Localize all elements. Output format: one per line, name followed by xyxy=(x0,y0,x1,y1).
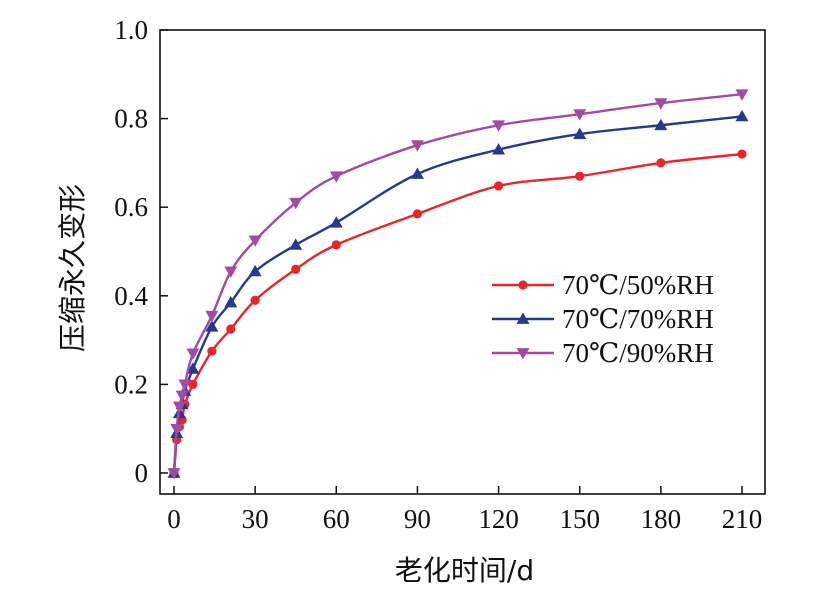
data-point xyxy=(167,468,181,480)
axis-ticks: 0 30 60 90 120 150 180 210 0 0.2 0.4 0.6 0.8 1.0 xyxy=(114,15,762,534)
legend-marker xyxy=(518,280,528,290)
series-layer xyxy=(167,89,749,480)
y-tick-label: 0.2 xyxy=(114,369,148,399)
data-point xyxy=(248,264,262,277)
data-point xyxy=(289,238,303,250)
data-point xyxy=(573,109,587,121)
legend-label: 70℃/50%RH xyxy=(562,270,714,300)
data-point xyxy=(175,390,189,402)
data-point xyxy=(492,143,506,155)
legend: 70℃/50%RH 70℃/70%RH 70℃/90%RH xyxy=(492,270,714,368)
x-tick-label: 210 xyxy=(722,504,763,534)
legend-item: 70℃/90%RH xyxy=(492,338,714,368)
y-axis-title: 压缩永久变形 xyxy=(56,184,89,352)
x-tick-label: 30 xyxy=(242,504,269,534)
data-point xyxy=(205,320,219,332)
data-point xyxy=(188,379,198,389)
legend-item: 70℃/70%RH xyxy=(492,304,714,334)
plot-area xyxy=(159,29,766,495)
data-point xyxy=(654,118,668,131)
y-tick-label: 0.8 xyxy=(114,104,148,134)
x-tick-label: 150 xyxy=(559,504,600,534)
data-point xyxy=(170,423,184,436)
data-point xyxy=(654,98,668,110)
data-point xyxy=(573,127,587,139)
y-tick-label: 1.0 xyxy=(114,15,148,45)
data-point xyxy=(250,295,260,305)
data-point xyxy=(186,348,200,360)
data-point xyxy=(410,167,424,179)
data-point xyxy=(289,197,303,210)
data-point xyxy=(329,171,343,183)
data-point xyxy=(735,109,749,122)
data-point xyxy=(224,295,238,308)
data-point xyxy=(186,362,200,374)
data-point xyxy=(737,149,747,159)
legend-item: 70℃/50%RH xyxy=(492,270,714,300)
y-tick-label: 0 xyxy=(135,458,149,488)
data-point xyxy=(575,171,585,181)
data-point xyxy=(329,216,343,228)
x-axis-title: 老化时间/d xyxy=(395,554,534,587)
series-3 xyxy=(167,89,749,480)
data-point xyxy=(493,181,504,191)
plot-border xyxy=(159,29,766,495)
x-tick-label: 90 xyxy=(404,504,431,534)
x-tick-label: 60 xyxy=(323,504,350,534)
data-point xyxy=(410,140,424,152)
data-point xyxy=(656,158,666,168)
data-point xyxy=(412,209,423,219)
legend-label: 70℃/90%RH xyxy=(562,338,714,368)
data-point xyxy=(492,120,506,132)
data-point xyxy=(207,346,217,356)
y-tick-label: 0.6 xyxy=(114,192,148,222)
data-point xyxy=(172,401,186,414)
data-point xyxy=(735,89,749,101)
x-tick-label: 0 xyxy=(167,504,181,534)
data-point xyxy=(178,379,192,391)
legend-label: 70℃/70%RH xyxy=(562,304,714,334)
data-point xyxy=(248,235,262,247)
data-point xyxy=(331,240,341,250)
x-tick-label: 180 xyxy=(641,504,682,534)
data-point xyxy=(226,324,236,334)
data-point xyxy=(224,266,238,278)
legend-marker xyxy=(516,348,530,360)
data-point xyxy=(291,264,301,274)
y-tick-label: 0.4 xyxy=(114,281,148,311)
x-tick-label: 120 xyxy=(478,504,519,534)
legend-marker xyxy=(516,312,530,324)
data-point xyxy=(205,310,219,323)
